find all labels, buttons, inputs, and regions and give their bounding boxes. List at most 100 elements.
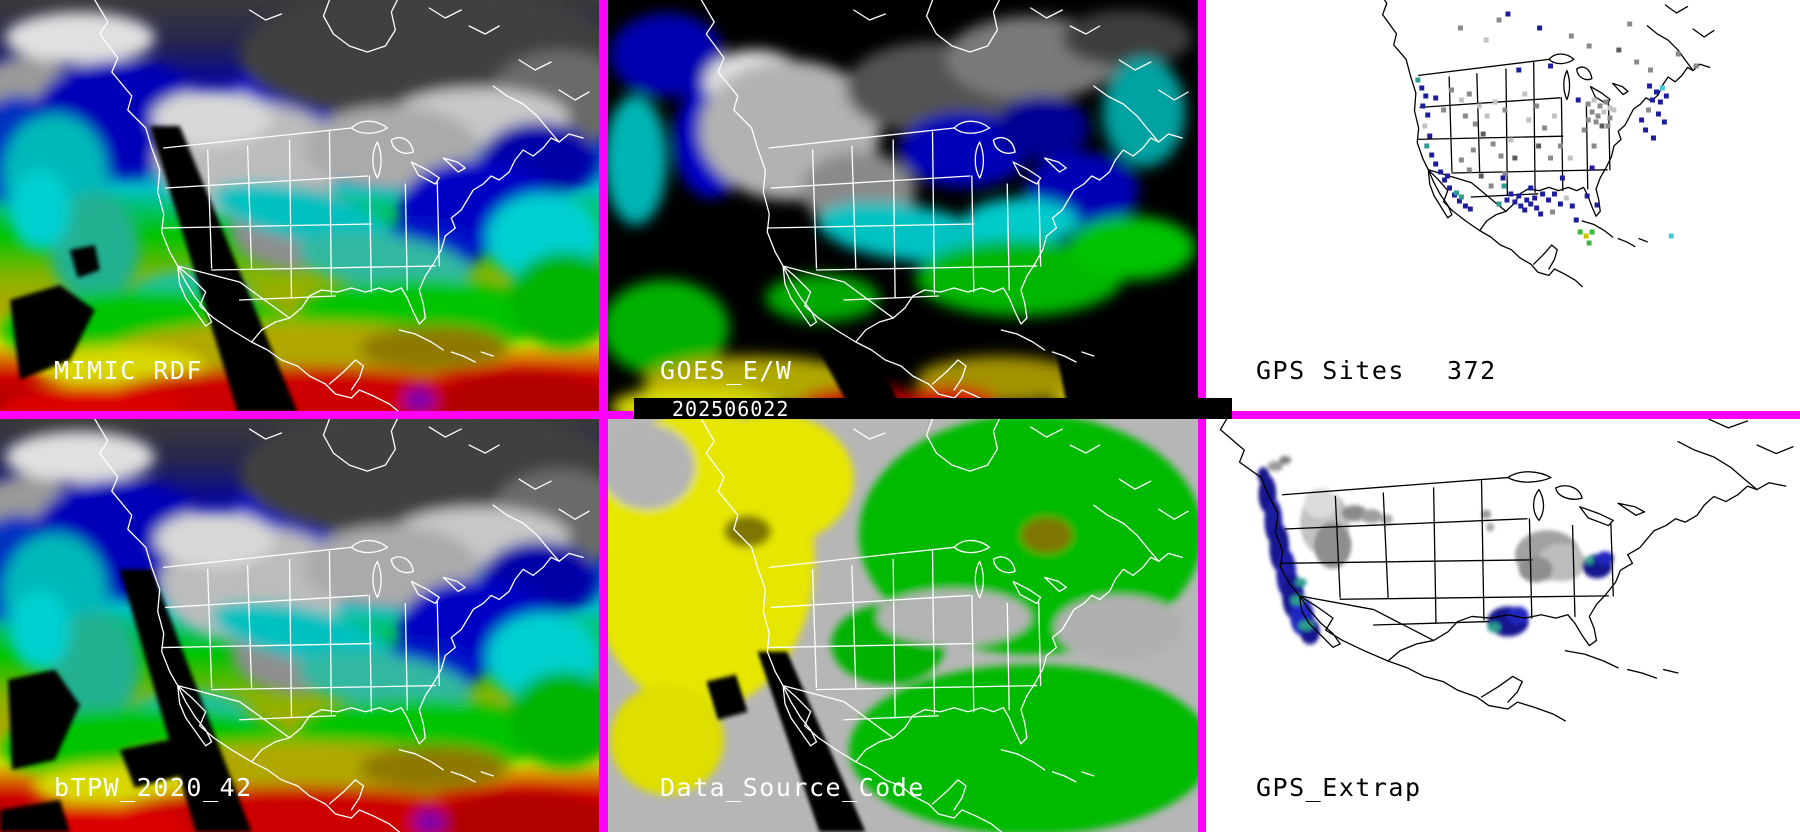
gps-site-dot	[1575, 97, 1581, 103]
gps-site-dot	[1591, 97, 1597, 103]
gps-site-dot	[1480, 131, 1486, 137]
gps-site-dot	[1441, 107, 1447, 113]
data-source-code-map-image	[608, 419, 1198, 832]
gps-site-dot	[1433, 95, 1439, 101]
gps-site-dot	[1496, 201, 1502, 207]
gps-site-dot	[1467, 206, 1473, 212]
gps-site-dot	[1589, 165, 1595, 171]
gps-site-dot	[1532, 195, 1538, 201]
gps-site-dot	[1605, 123, 1611, 129]
gps-site-dot	[1512, 155, 1518, 161]
gps-site-dot	[1427, 133, 1433, 139]
gps-site-dot	[1639, 117, 1645, 123]
gps-site-dot	[1585, 101, 1591, 107]
timestamp-bar: 202506022	[634, 396, 1232, 421]
gps-site-dot	[1563, 195, 1569, 201]
gps-extrap-label: GPS_Extrap	[1256, 773, 1422, 802]
gps-site-dot	[1616, 47, 1622, 53]
gps-site-dot	[1516, 193, 1522, 199]
gps-site-dot	[1569, 203, 1575, 209]
gps-site-dot	[1424, 143, 1430, 149]
mimic-rdf-map-image	[0, 0, 599, 412]
gps-site-dot	[1438, 169, 1444, 175]
gps-site-dot	[1429, 152, 1435, 158]
goes-ew-label: GOES_E/W	[660, 356, 793, 385]
gps-site-dot	[1462, 113, 1468, 119]
gps-site-dot	[1498, 153, 1504, 159]
gps-site-dot	[1653, 89, 1659, 95]
gps-site-dot	[1534, 103, 1540, 109]
gps-site-dot	[1593, 119, 1599, 125]
gps-site-dot	[1659, 85, 1665, 91]
gps-site-dot	[1522, 91, 1528, 97]
gps-site-dot	[1488, 183, 1494, 189]
gps-site-dot	[1472, 121, 1478, 127]
gps-site-dot	[1591, 143, 1597, 149]
gps-site-dot	[1661, 119, 1667, 125]
gps-site-dot	[1589, 109, 1595, 115]
gps-site-dot	[1536, 143, 1542, 149]
gps-site-dot	[1458, 157, 1464, 163]
gps-site-dot	[1585, 117, 1591, 123]
gps-site-dot	[1476, 103, 1482, 109]
gps-site-dot	[1546, 197, 1552, 203]
btpw-map-image	[0, 419, 599, 832]
gps-site-dot	[1595, 113, 1601, 119]
gps-site-dot	[1583, 233, 1589, 239]
gps-site-dot	[1518, 203, 1524, 209]
data-source-code-label: Data_Source_Code	[660, 773, 925, 802]
gps-site-dot	[1505, 11, 1511, 17]
gps-site-dot	[1419, 85, 1425, 91]
gps-site-dot	[1458, 97, 1464, 103]
gps-site-dot	[1581, 127, 1587, 133]
gps-site-dot	[1634, 59, 1640, 65]
gps-site-dot	[1557, 143, 1563, 149]
gps-site-dot	[1567, 155, 1573, 161]
gps-site-dot	[1466, 167, 1472, 173]
gps-site-dot	[1589, 229, 1595, 235]
timestamp-text: 202506022	[672, 396, 790, 421]
gps-sites-label-text: GPS Sites	[1256, 356, 1405, 385]
gps-site-dot	[1548, 155, 1553, 161]
gps-site-dot	[1420, 103, 1426, 109]
gps-site-dot	[1552, 113, 1557, 119]
gps-sites-map-image	[1206, 0, 1800, 412]
gps-site-dot	[1483, 37, 1489, 43]
gps-site-dot	[1675, 51, 1681, 57]
gps-site-dot	[1496, 17, 1502, 23]
gps-site-dot	[1470, 147, 1476, 153]
gps-site-dot	[1516, 67, 1522, 73]
gps-site-dot	[1627, 21, 1633, 27]
gps-site-dot	[1445, 173, 1451, 179]
gps-site-dot	[1447, 185, 1453, 191]
gps-site-dot	[1508, 137, 1514, 143]
gps-site-dot	[1502, 107, 1508, 113]
panel-mimic-rdf: MIMIC RDF	[0, 0, 599, 412]
gps-site-dot	[1655, 111, 1661, 117]
gps-site-dot	[1586, 43, 1592, 49]
gps-site-dot	[1559, 175, 1565, 181]
gps-site-dot	[1456, 198, 1462, 204]
gps-site-dot	[1651, 135, 1656, 141]
gps-site-dot	[1577, 229, 1583, 235]
gps-site-dot	[1693, 63, 1699, 69]
gps-site-dot	[1550, 209, 1555, 215]
gps-site-dot	[1647, 83, 1652, 89]
gps-site-dot	[1603, 99, 1609, 105]
gps-site-dot	[1650, 97, 1655, 103]
gps-site-dot	[1462, 203, 1468, 209]
goes-ew-map-image	[608, 0, 1198, 412]
gps-site-dot	[1508, 191, 1514, 197]
gps-site-dot	[1422, 123, 1428, 129]
gps-site-dot	[1557, 201, 1563, 207]
gps-site-dot	[1512, 199, 1518, 205]
btpw-label: bTPW_2020_42	[54, 773, 253, 802]
gps-site-dot	[1526, 117, 1532, 123]
panel-data-source-code: Data_Source_Code	[608, 419, 1198, 832]
gps-site-dot	[1599, 123, 1605, 129]
gps-site-dot	[1586, 240, 1592, 246]
gps-sites-count: 372	[1446, 356, 1497, 385]
gps-site-dot	[1528, 201, 1534, 207]
gps-site-dot	[1528, 185, 1534, 191]
gps-site-dot	[1540, 191, 1546, 197]
